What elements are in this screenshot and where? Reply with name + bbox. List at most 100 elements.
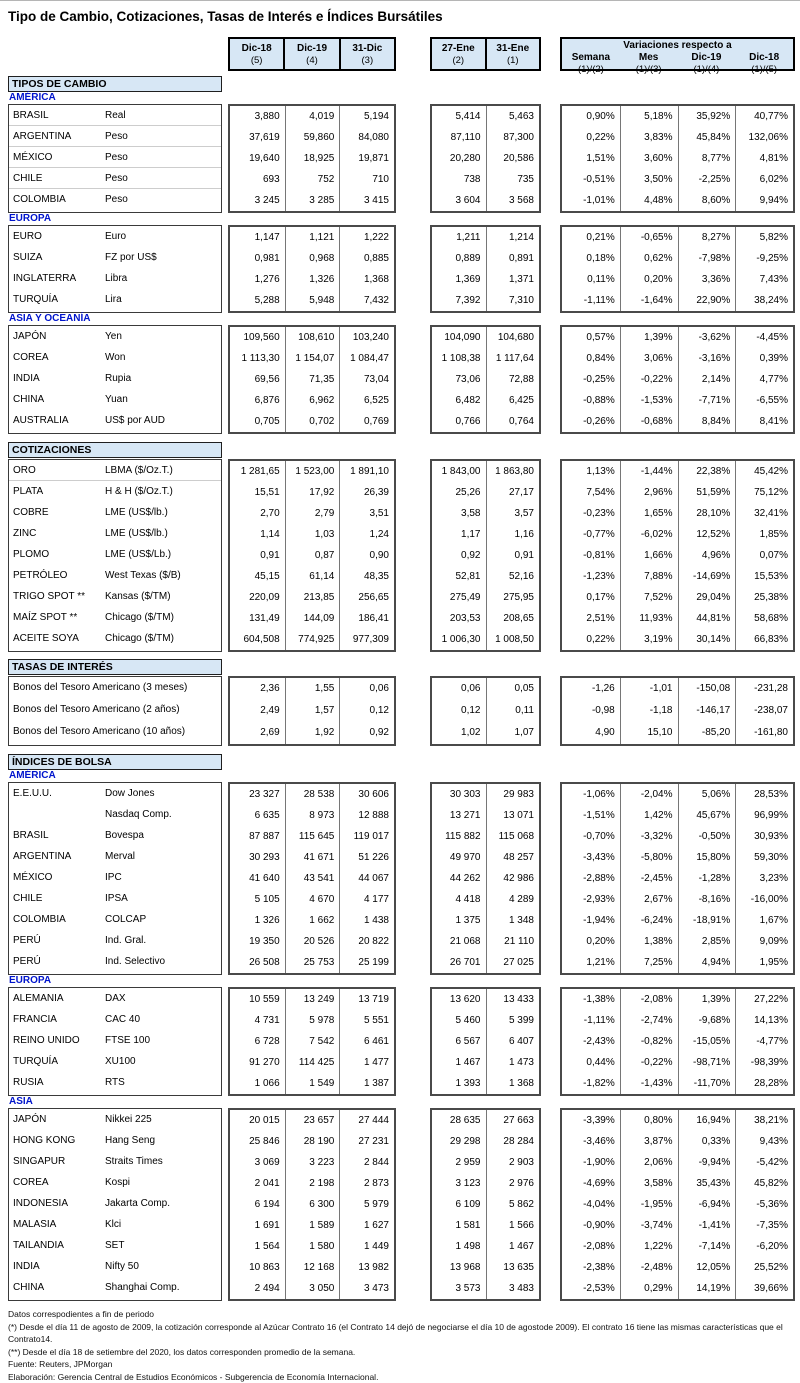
value-cell: -6,55% (735, 390, 793, 411)
row-label-detail: Nikkei 225 (101, 1109, 221, 1130)
value-cell: 0,57% (562, 327, 620, 348)
value-cell: 4 731 (230, 1010, 285, 1031)
value-cell: 2 494 (230, 1278, 285, 1299)
footnotes: Datos correspodientes a fin de periodo(*… (8, 1308, 800, 1383)
row-label-country: JAPÓN (9, 326, 101, 347)
value-cell: -1,43% (620, 1073, 678, 1094)
value-cell: 15,53% (735, 566, 793, 587)
row-label-detail: LME (US$/Lb.) (101, 544, 221, 565)
row-label-country: FRANCIA (9, 1009, 101, 1030)
value-cell: 6,876 (230, 390, 285, 411)
value-cell: 1 375 (432, 910, 486, 931)
value-cell: 1 891,10 (339, 461, 394, 482)
value-cell: 144,09 (285, 608, 340, 629)
value-cell: 3,57 (486, 503, 540, 524)
value-cell: 8,84% (678, 411, 736, 432)
value-cell: -1,38% (562, 989, 620, 1010)
value-cell: 1,121 (285, 227, 340, 248)
value-cell: 0,769 (339, 411, 394, 432)
value-cell: 59,30% (735, 847, 793, 868)
value-cell: -0,23% (562, 503, 620, 524)
value-cell: -2,53% (562, 1278, 620, 1299)
value-cell: 256,65 (339, 587, 394, 608)
value-cell: 735 (486, 169, 540, 190)
value-cell: 8,77% (678, 148, 736, 169)
value-cell: 2,67% (620, 889, 678, 910)
row-label-country: BRASIL (9, 825, 101, 846)
value-cell: 1,13% (562, 461, 620, 482)
value-cell: 19 350 (230, 931, 285, 952)
value-cell: 1,55 (285, 678, 340, 700)
variations-title: Variaciones respecto a (562, 39, 793, 52)
value-cell: -14,69% (678, 566, 736, 587)
value-cell: 2 976 (486, 1173, 540, 1194)
value-cell: 45,84% (678, 127, 736, 148)
value-cell: 1 387 (339, 1073, 394, 1094)
value-cell: 27 025 (486, 952, 540, 973)
value-cell: 1,02 (432, 722, 486, 744)
row-label-detail: Nasdaq Comp. (101, 804, 221, 825)
value-cell: 2 041 (230, 1173, 285, 1194)
value-cell: 1 066 (230, 1073, 285, 1094)
row-label-detail: IPSA (101, 888, 221, 909)
row-label-country: ZINC (9, 523, 101, 544)
value-cell: 6,482 (432, 390, 486, 411)
value-cell: 7,52% (620, 587, 678, 608)
value-cell: -1,28% (678, 868, 736, 889)
value-cell: 1,147 (230, 227, 285, 248)
value-cell: 774,925 (285, 629, 340, 650)
row-label-country: EURO (9, 226, 101, 247)
value-cell: -0,70% (562, 826, 620, 847)
value-cell: 0,07% (735, 545, 793, 566)
value-cell: 13 982 (339, 1257, 394, 1278)
value-cell: 28,53% (735, 784, 793, 805)
column-header-label: 31-Ene (487, 43, 540, 55)
value-cell: 29 298 (432, 1131, 486, 1152)
value-cell: 25 199 (339, 952, 394, 973)
row-label-country: INDIA (9, 1256, 101, 1277)
value-cell: 3,60% (620, 148, 678, 169)
value-cell: 52,81 (432, 566, 486, 587)
page-title: Tipo de Cambio, Cotizaciones, Tasas de I… (8, 9, 800, 24)
row-label-detail: Ind. Gral. (101, 930, 221, 951)
row-label-country: TRIGO SPOT ** (9, 586, 101, 607)
value-cell: -7,71% (678, 390, 736, 411)
value-cell: 0,29% (620, 1278, 678, 1299)
value-cell: -0,26% (562, 411, 620, 432)
value-cell: 0,11% (562, 269, 620, 290)
value-cell: 0,12 (339, 700, 394, 722)
value-cell: 0,764 (486, 411, 540, 432)
region-label: AMÉRICA (9, 93, 800, 103)
value-cell: 4 289 (486, 889, 540, 910)
value-cell: 115 068 (486, 826, 540, 847)
value-cell: 27,17 (486, 482, 540, 503)
value-cell: 15,10 (620, 722, 678, 744)
column-header-ref: (1)/(3) (620, 64, 678, 75)
value-cell: 18,925 (285, 148, 340, 169)
value-cell: 27 444 (339, 1110, 394, 1131)
value-cell: 66,83% (735, 629, 793, 650)
value-cell: 58,68% (735, 608, 793, 629)
section-header-tasas-de-interes: TASAS DE INTERÉS (8, 659, 222, 675)
row-label-detail: COLCAP (101, 909, 221, 930)
value-cell: 103,240 (339, 327, 394, 348)
row-label-country: ORO (9, 460, 101, 481)
value-cell: 12,05% (678, 1257, 736, 1278)
value-cell: -16,00% (735, 889, 793, 910)
value-cell: -5,80% (620, 847, 678, 868)
value-cell: 1 008,50 (486, 629, 540, 650)
value-cell: -3,62% (678, 327, 736, 348)
values-panel-variations: 0,21%-0,65%8,27%5,82%0,18%0,62%-7,98%-9,… (560, 225, 795, 313)
value-cell: -4,77% (735, 1031, 793, 1052)
value-cell: 4,019 (285, 106, 340, 127)
value-cell: 14,19% (678, 1278, 736, 1299)
